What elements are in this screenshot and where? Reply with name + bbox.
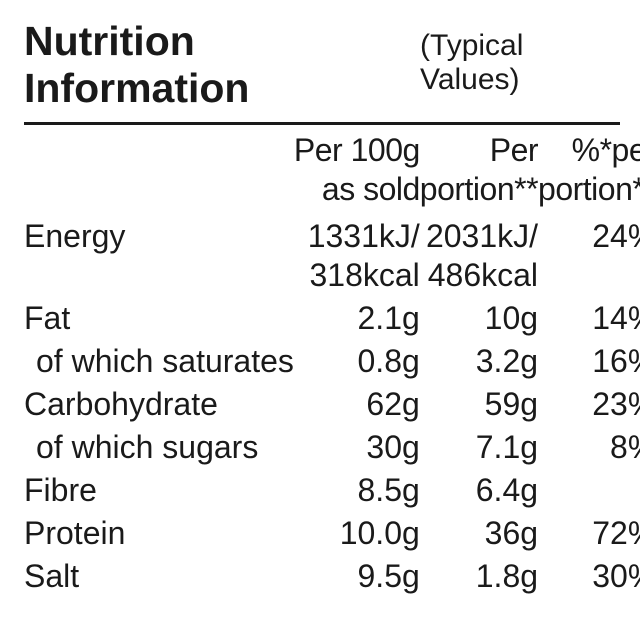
table-row: of which sugars30g7.1g8% <box>24 426 640 469</box>
table-row: of which saturates0.8g3.2g16% <box>24 340 640 383</box>
cell-c2: 1.8g <box>420 555 538 598</box>
cell-c2: 10g <box>420 297 538 340</box>
nutrient-name: Salt <box>24 555 294 598</box>
cell-c1: 9.5g <box>294 555 420 598</box>
title-row: Nutrition Information (Typical Values) <box>24 18 620 125</box>
cell-c3: 8% <box>538 426 640 469</box>
cell-c3 <box>538 469 640 512</box>
nutrient-name: Protein <box>24 512 294 555</box>
col-per-100g: Per 100g as sold <box>294 125 420 215</box>
cell-c1: 30g <box>294 426 420 469</box>
panel-subtitle: (Typical Values) <box>420 29 620 97</box>
panel-title: Nutrition Information <box>24 18 410 112</box>
cell-c3: 16% <box>538 340 640 383</box>
cell-c3: 23% <box>538 383 640 426</box>
nutrient-name: Carbohydrate <box>24 383 294 426</box>
table-row: Energy1331kJ/318kcal2031kJ/486kcal24% <box>24 215 640 297</box>
cell-c1: 62g <box>294 383 420 426</box>
cell-c3: 72% <box>538 512 640 555</box>
cell-c2: 3.2g <box>420 340 538 383</box>
nutrient-name: Energy <box>24 215 294 297</box>
cell-c2: 36g <box>420 512 538 555</box>
col-pct-per-portion: %*per portion** <box>538 125 640 215</box>
cell-c2: 2031kJ/486kcal <box>420 215 538 297</box>
table-row: Salt9.5g1.8g30% <box>24 555 640 598</box>
col-nutrient <box>24 125 294 215</box>
nutrition-panel: Nutrition Information (Typical Values) P… <box>0 0 640 598</box>
nutrition-table: Per 100g as sold Per portion** %*per por… <box>24 125 640 598</box>
nutrient-name: Fibre <box>24 469 294 512</box>
table-row: Fat2.1g10g14% <box>24 297 640 340</box>
cell-c1: 10.0g <box>294 512 420 555</box>
cell-c1: 0.8g <box>294 340 420 383</box>
table-row: Protein10.0g36g72% <box>24 512 640 555</box>
cell-c2: 6.4g <box>420 469 538 512</box>
table-header-row: Per 100g as sold Per portion** %*per por… <box>24 125 640 215</box>
col-per-portion: Per portion** <box>420 125 538 215</box>
nutrient-name: of which sugars <box>24 426 294 469</box>
cell-c1: 2.1g <box>294 297 420 340</box>
cell-c1: 8.5g <box>294 469 420 512</box>
cell-c2: 59g <box>420 383 538 426</box>
cell-c2: 7.1g <box>420 426 538 469</box>
nutrient-name: of which saturates <box>24 340 294 383</box>
nutrient-name: Fat <box>24 297 294 340</box>
cell-c3: 24% <box>538 215 640 297</box>
table-row: Carbohydrate62g59g23% <box>24 383 640 426</box>
cell-c3: 30% <box>538 555 640 598</box>
cell-c3: 14% <box>538 297 640 340</box>
cell-c1: 1331kJ/318kcal <box>294 215 420 297</box>
table-row: Fibre8.5g6.4g <box>24 469 640 512</box>
